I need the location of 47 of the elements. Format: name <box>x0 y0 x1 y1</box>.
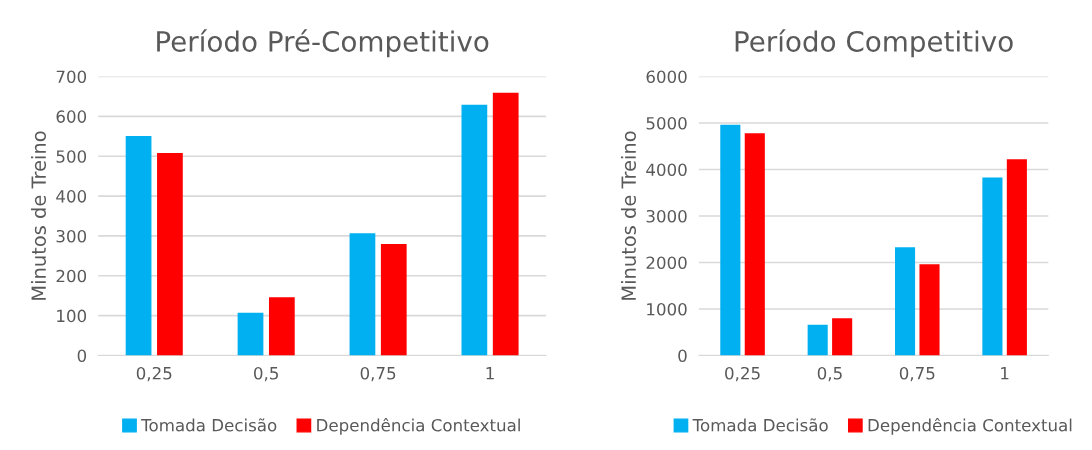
chart-title: Período Competitivo <box>735 29 1013 58</box>
x-tick-label: 1 <box>486 367 494 380</box>
bar <box>237 312 264 356</box>
bar <box>982 177 1003 356</box>
y-axis-title: Minutos de Treino <box>30 131 47 300</box>
x-tick-label: 0,75 <box>899 366 935 382</box>
x-tick-label: 1 <box>1001 367 1009 380</box>
legend-label: Dependência Contextual <box>868 417 1072 435</box>
bar <box>125 135 152 356</box>
legend-label: Tomada Decisão <box>692 418 828 432</box>
y-tick-label: 2000 <box>646 256 687 270</box>
bar <box>895 247 916 356</box>
y-tick-label: 1000 <box>647 302 687 316</box>
y-tick-label: 6000 <box>646 70 687 84</box>
y-tick-label: 5000 <box>646 116 687 130</box>
legend-label: Tomada Decisão <box>141 418 277 432</box>
y-axis-title: Minutos de Treino <box>620 131 637 300</box>
bar <box>461 104 488 356</box>
bar <box>268 297 295 356</box>
x-tick-label: 0,25 <box>136 366 172 382</box>
bar <box>380 243 407 356</box>
y-tick-label: 0 <box>678 349 687 363</box>
chart-title: Período Pré-Competitivo <box>157 29 489 58</box>
y-tick-label: 0 <box>77 349 87 363</box>
y-tick-label: 200 <box>56 269 87 283</box>
y-tick-label: 700 <box>56 70 87 84</box>
y-tick-label: 100 <box>57 309 87 323</box>
bar <box>492 92 519 356</box>
x-tick-label: 0,25 <box>725 366 760 382</box>
y-tick-label: 500 <box>56 150 87 163</box>
x-tick-label: 0,5 <box>817 366 842 382</box>
x-tick-label: 0,75 <box>360 366 396 382</box>
bar <box>744 133 765 356</box>
y-tick-label: 3000 <box>646 209 687 223</box>
y-tick-label: 300 <box>56 229 87 243</box>
bar <box>157 153 183 356</box>
bar <box>720 124 741 356</box>
y-tick-label: 4000 <box>646 163 687 177</box>
x-tick-label: 0,5 <box>254 366 278 382</box>
bar <box>919 264 940 356</box>
bar <box>807 324 828 356</box>
legend-label: Dependência Contextual <box>317 417 520 435</box>
bar <box>832 318 853 356</box>
y-tick-label: 600 <box>56 110 87 123</box>
bar <box>349 233 376 356</box>
bar <box>1006 159 1027 356</box>
y-tick-label: 400 <box>56 190 87 203</box>
